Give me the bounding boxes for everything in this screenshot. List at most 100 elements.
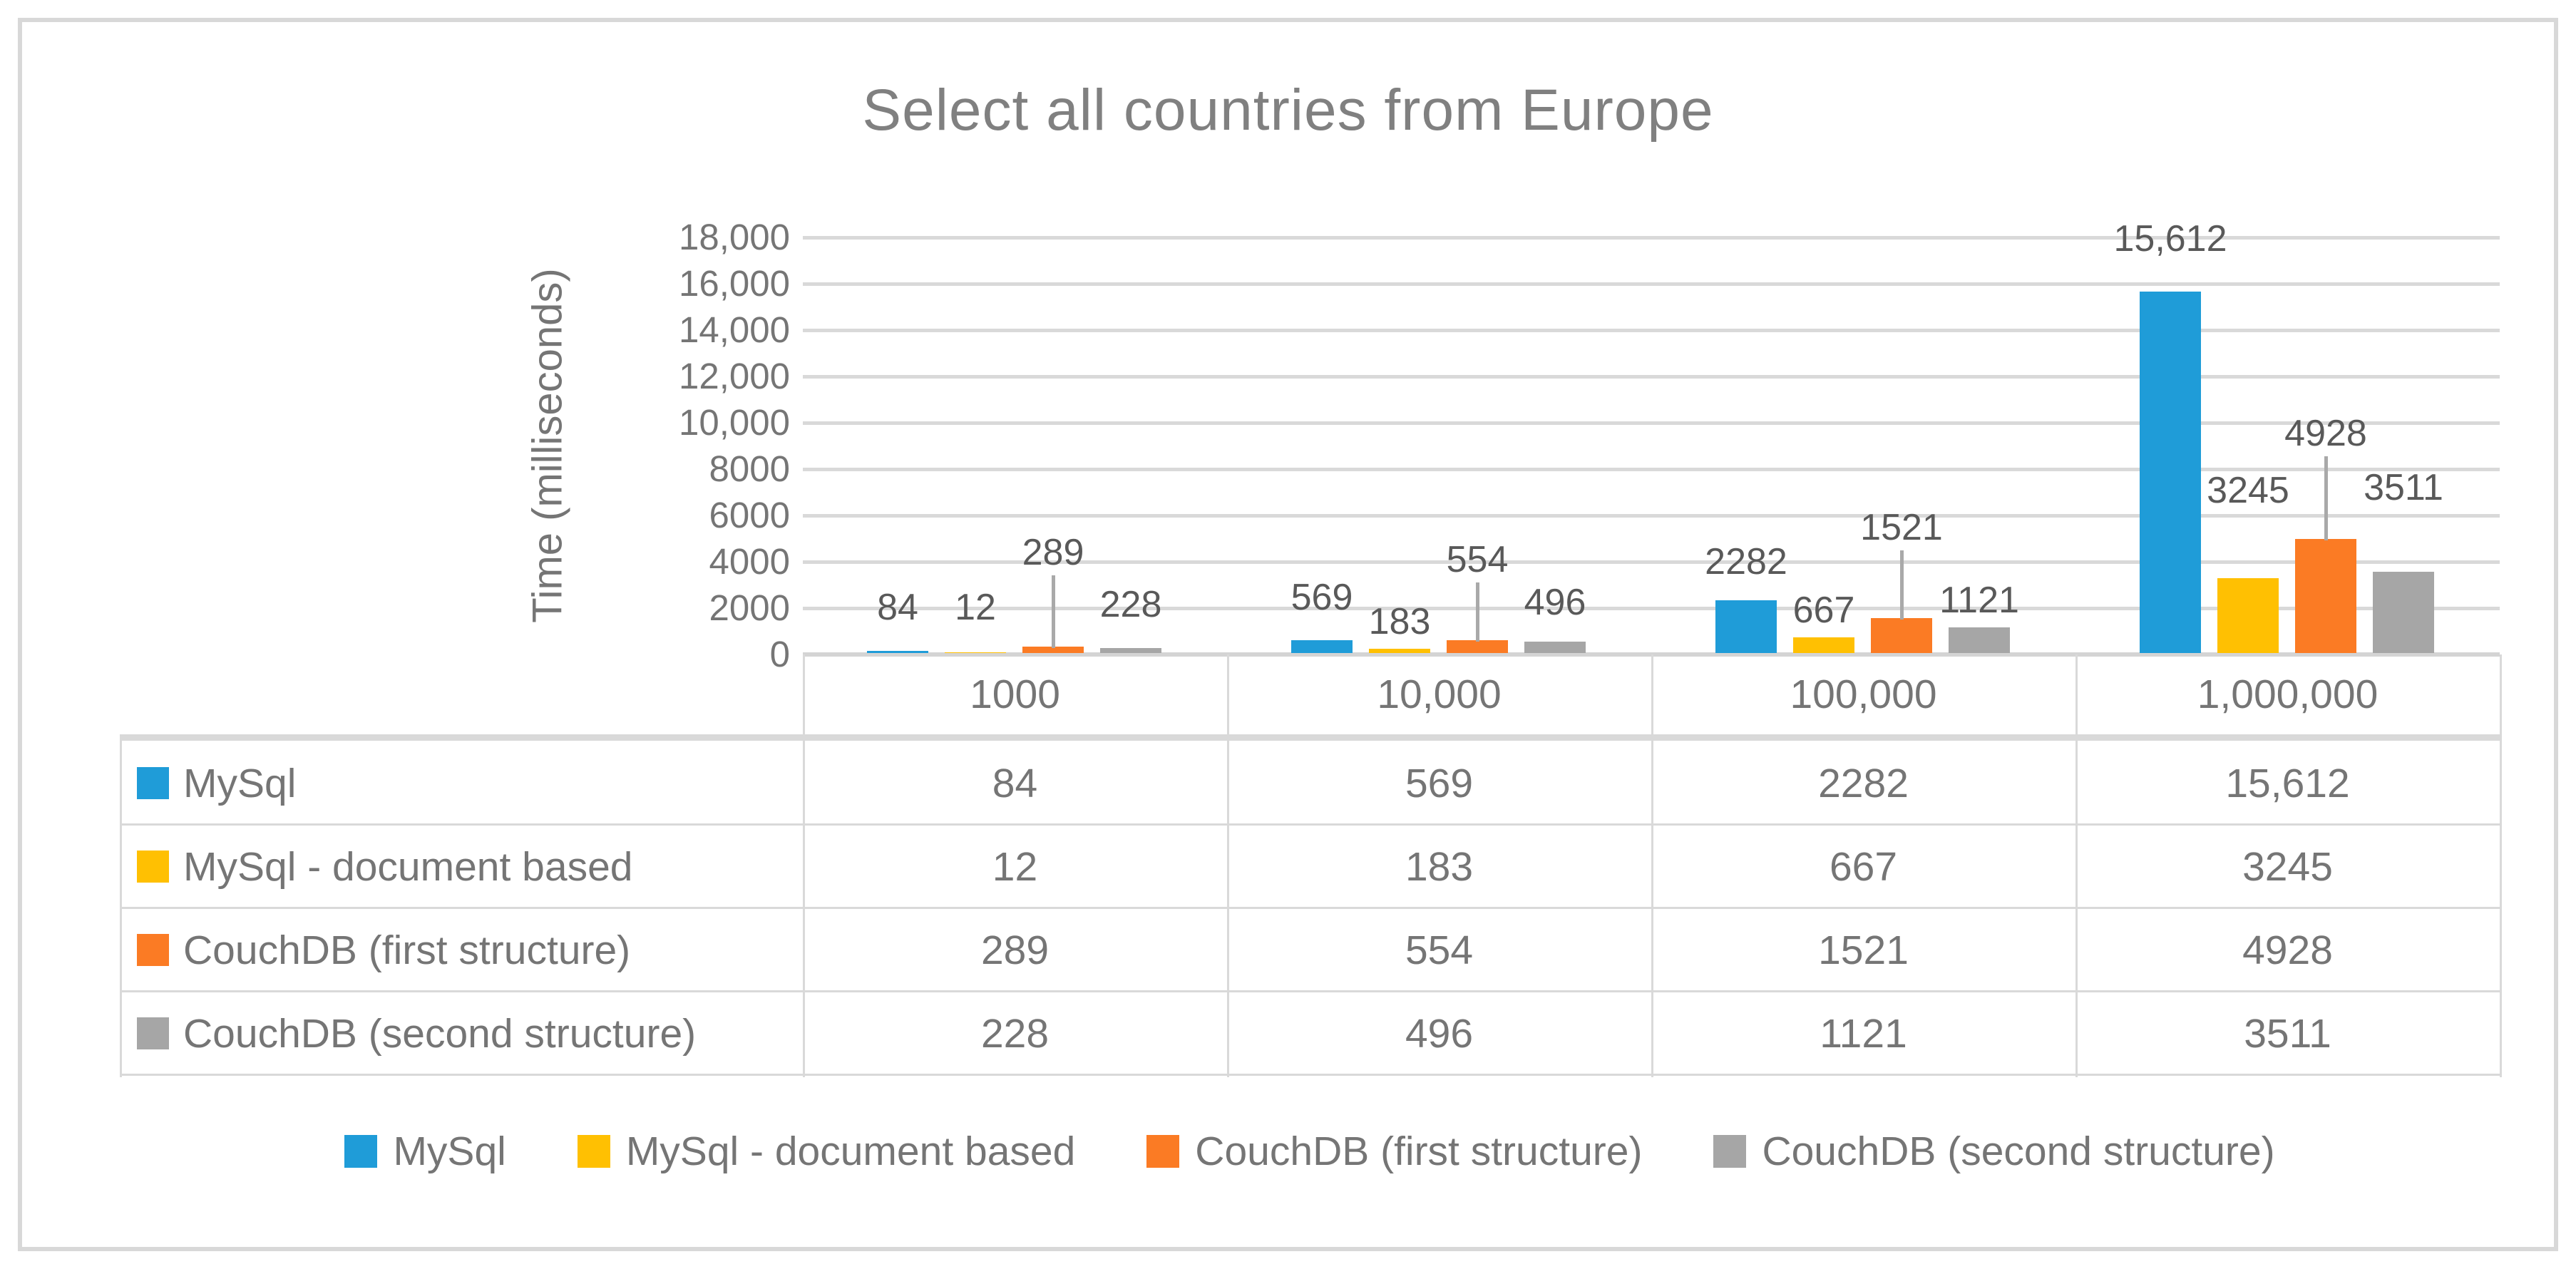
y-tick-label: 8000 bbox=[709, 448, 790, 489]
table-cell-value: 4928 bbox=[2242, 927, 2333, 973]
table-row-border bbox=[120, 907, 2502, 909]
label-leader-line bbox=[1900, 550, 1904, 620]
table-series-name: CouchDB (first structure) bbox=[183, 927, 631, 973]
bar bbox=[1871, 618, 1932, 653]
gridline bbox=[803, 514, 2500, 518]
table-cell-value: 3511 bbox=[2244, 1010, 2331, 1057]
legend-color-swatch bbox=[1713, 1135, 1747, 1168]
category-label: 1000 bbox=[970, 671, 1060, 717]
gridline bbox=[803, 236, 2500, 240]
data-label: 496 bbox=[1524, 582, 1586, 623]
table-column-border bbox=[2500, 654, 2502, 1077]
label-leader-line bbox=[1052, 575, 1055, 648]
data-label: 228 bbox=[1099, 584, 1162, 625]
legend-label: MySql - document based bbox=[625, 1129, 1076, 1174]
bar bbox=[945, 652, 1006, 653]
table-cell-value: 84 bbox=[992, 760, 1038, 806]
table-column-border bbox=[2075, 654, 2078, 1077]
gridline bbox=[803, 607, 2500, 610]
legend-label: CouchDB (second structure) bbox=[1762, 1129, 2275, 1174]
legend-item: MySql - document based bbox=[577, 1128, 1076, 1175]
y-tick-label: 18,000 bbox=[679, 217, 790, 257]
table-cell-value: 569 bbox=[1405, 760, 1474, 806]
table-cell-value: 15,612 bbox=[2225, 760, 2350, 806]
y-tick-label: 4000 bbox=[709, 541, 790, 582]
table-cell-value: 289 bbox=[980, 927, 1050, 973]
table-cell-value: 3245 bbox=[2242, 843, 2333, 890]
label-leader-line bbox=[2324, 456, 2328, 540]
table-series-name: MySql bbox=[183, 760, 297, 806]
legend-color-swatch bbox=[344, 1135, 378, 1168]
y-tick-label: 2000 bbox=[709, 587, 790, 628]
bar bbox=[2373, 572, 2434, 653]
bar bbox=[1793, 637, 1854, 653]
table-separator-thick bbox=[120, 734, 2502, 741]
table-cell-value: 554 bbox=[1405, 927, 1474, 973]
data-label: 4928 bbox=[2284, 413, 2367, 454]
chart-title: Select all countries from Europe bbox=[862, 78, 1714, 143]
data-label: 3511 bbox=[2364, 467, 2443, 508]
category-label: 10,000 bbox=[1377, 671, 1502, 717]
legend-label: CouchDB (first structure) bbox=[1195, 1129, 1643, 1174]
data-label: 289 bbox=[1022, 532, 1084, 573]
legend-item: CouchDB (second structure) bbox=[1713, 1128, 2275, 1175]
table-row: MySql - document based bbox=[137, 825, 779, 908]
gridline bbox=[803, 282, 2500, 286]
data-label: 15,612 bbox=[2113, 218, 2227, 260]
gridline bbox=[803, 560, 2500, 564]
data-label: 2282 bbox=[1705, 541, 1787, 582]
y-tick-label: 0 bbox=[769, 634, 790, 674]
bar bbox=[1447, 640, 1508, 653]
y-tick-label: 12,000 bbox=[679, 356, 790, 396]
y-tick-label: 6000 bbox=[709, 495, 790, 535]
bar bbox=[867, 651, 928, 653]
table-series-name: MySql - document based bbox=[183, 843, 633, 890]
table-column-border bbox=[1227, 654, 1229, 1077]
data-label: 569 bbox=[1290, 577, 1353, 618]
legend-item: CouchDB (first structure) bbox=[1146, 1128, 1642, 1175]
bar bbox=[1100, 648, 1161, 653]
data-label: 84 bbox=[877, 587, 918, 628]
legend-color-swatch bbox=[577, 1135, 610, 1168]
bar bbox=[1949, 627, 2010, 653]
chart-outer-border bbox=[18, 18, 2558, 1251]
table-cell-value: 496 bbox=[1405, 1010, 1474, 1057]
category-label: 100,000 bbox=[1790, 671, 1937, 717]
bar bbox=[2295, 539, 2356, 653]
table-cell-value: 2282 bbox=[1818, 760, 1909, 806]
data-label: 12 bbox=[955, 587, 996, 628]
table-left-border bbox=[120, 739, 122, 1077]
table-row: CouchDB (first structure) bbox=[137, 908, 779, 992]
legend-color-swatch bbox=[1146, 1135, 1180, 1168]
bar bbox=[1524, 642, 1586, 653]
gridline bbox=[803, 468, 2500, 471]
series-color-swatch bbox=[137, 851, 169, 883]
category-label: 1,000,000 bbox=[2197, 671, 2379, 717]
bar bbox=[1715, 600, 1777, 653]
table-row-border bbox=[120, 823, 2502, 826]
bar bbox=[2140, 292, 2201, 653]
bar bbox=[1291, 640, 1353, 653]
table-column-border bbox=[1651, 654, 1653, 1077]
data-label: 183 bbox=[1368, 601, 1431, 642]
legend-label: MySql bbox=[393, 1129, 506, 1174]
series-color-swatch bbox=[137, 1017, 169, 1049]
data-label: 1521 bbox=[1860, 507, 1943, 548]
table-row: CouchDB (second structure) bbox=[137, 992, 779, 1075]
table-cell-value: 183 bbox=[1405, 843, 1474, 890]
table-cell-value: 12 bbox=[992, 843, 1038, 890]
gridline bbox=[803, 329, 2500, 332]
data-label: 554 bbox=[1446, 539, 1509, 580]
legend-item: MySql bbox=[344, 1128, 506, 1175]
table-row-border bbox=[120, 990, 2502, 992]
table-row: MySql bbox=[137, 741, 779, 825]
data-label: 3245 bbox=[2207, 470, 2289, 511]
table-cell-value: 1121 bbox=[1820, 1010, 1907, 1057]
data-label: 667 bbox=[1792, 590, 1855, 631]
gridline bbox=[803, 375, 2500, 379]
data-label: 1121 bbox=[1939, 580, 2019, 621]
series-color-swatch bbox=[137, 934, 169, 966]
bar bbox=[1022, 647, 1084, 653]
bar bbox=[2217, 578, 2279, 653]
gridline bbox=[803, 421, 2500, 425]
